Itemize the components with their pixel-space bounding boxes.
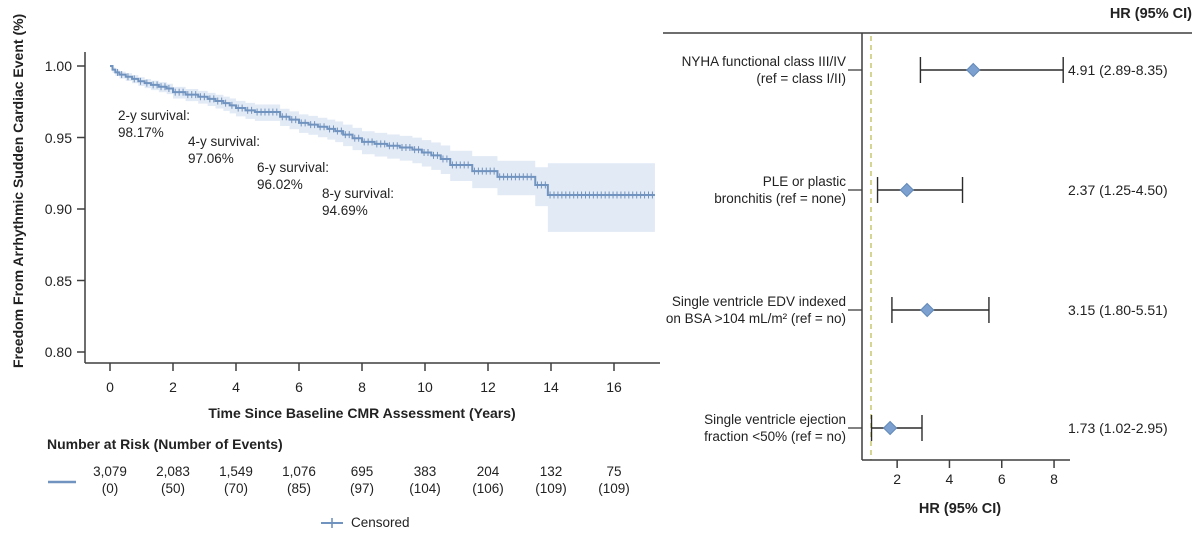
- forest-row-label-line: Single ventricle EDV indexed: [671, 294, 846, 309]
- risk-table-column: 383 (104): [388, 464, 462, 497]
- km-annotation: 6-y survival: 96.02%: [257, 159, 329, 193]
- risk-table-column: 1,076 (85): [262, 464, 336, 497]
- km-annotation-value: 96.02%: [257, 177, 303, 192]
- risk-table-column: 132 (109): [514, 464, 588, 497]
- risk-events: (109): [598, 480, 630, 496]
- km-annotation: 4-y survival: 97.06%: [188, 133, 260, 167]
- hr-point-diamond: [966, 62, 981, 78]
- risk-table-column: 2,083 (50): [136, 464, 210, 497]
- km-annotation-value: 98.17%: [118, 125, 164, 140]
- km-x-tick-label: 12: [480, 379, 496, 395]
- km-survival-curve: [110, 65, 655, 196]
- forest-row-label: NYHA functional class III/IV (ref = class…: [682, 53, 846, 87]
- number-at-risk-header: Number at Risk (Number of Events): [47, 436, 283, 452]
- km-y-tick-label: 0.95: [44, 129, 72, 146]
- forest-row: [876, 177, 964, 203]
- forest-row-label-line: on BSA >104 mL/m² (ref = no): [665, 311, 846, 326]
- forest-row-label: Single ventricle ejection fraction <50% (…: [704, 411, 846, 445]
- forest-x-tick-label: 6: [997, 471, 1006, 487]
- risk-count: 204: [476, 464, 500, 479]
- km-annotation-label: 4-y survival:: [188, 134, 261, 149]
- risk-table-column: 1,549 (70): [199, 464, 273, 497]
- km-axes: [77, 52, 660, 371]
- risk-count: 132: [539, 464, 563, 479]
- km-annotation-label: 8-y survival:: [322, 186, 395, 201]
- risk-table-column: 75 (109): [577, 464, 651, 497]
- forest-row-label: Single ventricle EDV indexed on BSA >104 …: [666, 293, 846, 327]
- risk-events: (50): [160, 480, 185, 496]
- km-annotation-label: 2-y survival:: [118, 108, 191, 123]
- km-x-tick-label: 6: [295, 379, 303, 395]
- censored-marker-icon: [321, 517, 343, 528]
- forest-row-label-line: NYHA functional class III/IV: [681, 54, 846, 69]
- risk-count: 75: [606, 464, 622, 479]
- risk-events: (106): [472, 480, 504, 496]
- forest-row-label-line: bronchitis (ref = none): [714, 191, 846, 206]
- km-x-tick-label: 8: [358, 379, 366, 395]
- km-annotation: 8-y survival: 94.69%: [322, 185, 394, 219]
- km-censor-ticks: [117, 68, 653, 199]
- forest-row-label: PLE or plastic bronchitis (ref = none): [714, 173, 846, 207]
- risk-events: (70): [223, 480, 248, 496]
- km-x-tick-label: 14: [543, 379, 559, 395]
- hr-point-diamond: [882, 420, 898, 436]
- km-x-tick-label: 0: [106, 379, 114, 395]
- forest-x-axis-title: HR (95% CI): [918, 501, 1002, 517]
- km-annotation-value: 94.69%: [322, 203, 368, 218]
- km-annotation-label: 6-y survival:: [257, 160, 330, 175]
- risk-count: 2,083: [156, 464, 190, 479]
- km-y-tick-label: 0.80: [44, 344, 72, 360]
- risk-count: 3,079: [93, 464, 127, 479]
- forest-row-label-line: Single ventricle ejection: [704, 412, 846, 427]
- km-annotation: 2-y survival: 98.17%: [118, 107, 190, 141]
- forest-row: [891, 297, 990, 323]
- risk-count: 695: [350, 464, 374, 479]
- forest-row-value: 2.37 (1.25-4.50): [1068, 182, 1168, 198]
- forest-plot: [663, 32, 1192, 468]
- km-y-tick-label: 0.90: [44, 201, 72, 217]
- forest-row-label-line: fraction <50% (ref = no): [704, 429, 846, 444]
- hr-point-diamond: [920, 302, 935, 318]
- forest-row-value: 4.91 (2.89-8.35): [1068, 62, 1168, 78]
- risk-count: 1,549: [219, 464, 253, 479]
- forest-x-tick-label: 8: [1050, 471, 1058, 487]
- km-legend: Censored: [320, 515, 410, 530]
- forest-row-label-line: (ref = class I/II): [756, 71, 846, 86]
- km-x-tick-label: 16: [606, 379, 622, 395]
- km-x-axis-title: Time Since Baseline CMR Assessment (Year…: [208, 405, 516, 421]
- risk-count: 1,076: [282, 464, 316, 479]
- forest-x-tick-label: 4: [945, 471, 954, 487]
- risk-events: (85): [286, 480, 311, 496]
- forest-row: [870, 415, 923, 441]
- forest-header: HR (95% CI): [1109, 6, 1192, 22]
- risk-events: (104): [409, 480, 441, 496]
- risk-table-column: 695 (97): [325, 464, 399, 497]
- forest-row: [919, 57, 1064, 83]
- risk-count: 383: [413, 464, 437, 479]
- km-x-tick-label: 10: [417, 379, 433, 395]
- hr-point-diamond: [899, 182, 915, 198]
- forest-row-label-line: PLE or plastic: [762, 174, 846, 189]
- forest-row-value: 1.73 (1.02-2.95): [1068, 420, 1168, 436]
- forest-row-value: 3.15 (1.80-5.51): [1068, 302, 1168, 318]
- km-x-tick-label: 2: [169, 379, 177, 395]
- km-y-axis-title: Freedom From Arrhythmic Sudden Cardiac E…: [10, 13, 26, 368]
- forest-x-tick-label: 2: [893, 471, 902, 487]
- km-annotation-value: 97.06%: [188, 151, 234, 166]
- km-x-tick-label: 4: [232, 379, 240, 395]
- km-plot: [110, 65, 655, 232]
- risk-table-column: 3,079 (0): [73, 464, 147, 497]
- km-y-tick-label: 0.85: [44, 272, 72, 289]
- legend-label: Censored: [351, 515, 410, 530]
- risk-events: (0): [101, 480, 119, 496]
- risk-table-column: 204 (106): [451, 464, 525, 497]
- risk-events: (97): [349, 480, 374, 496]
- km-y-tick-label: 1.00: [44, 58, 72, 74]
- risk-events: (109): [535, 480, 567, 496]
